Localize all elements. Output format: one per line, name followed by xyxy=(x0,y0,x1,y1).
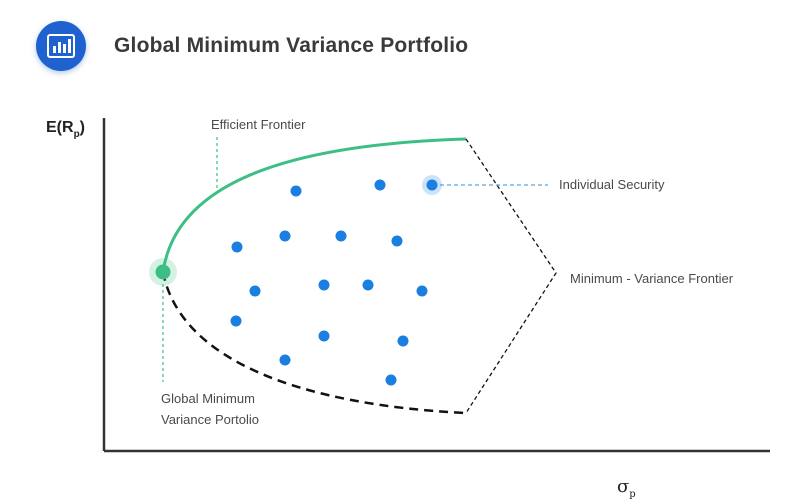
individual-security-label: Individual Security xyxy=(559,177,665,192)
gmv-point xyxy=(155,264,171,280)
efficient-frontier-curve xyxy=(161,137,467,273)
security-dot xyxy=(318,279,330,291)
security-dot xyxy=(385,374,397,386)
minimum-variance-frontier-label: Minimum - Variance Frontier xyxy=(570,271,734,286)
security-dot xyxy=(335,230,347,242)
header: Global Minimum Variance Portfolio xyxy=(36,18,468,74)
security-dot xyxy=(230,315,242,327)
x-axis-label-sub: p xyxy=(629,489,635,500)
x-axis-label: σp xyxy=(617,476,636,500)
gmv-label-line1: Global Minimum xyxy=(161,391,255,406)
bar-chart-icon xyxy=(47,34,75,58)
security-dot xyxy=(231,241,243,253)
security-dot xyxy=(374,179,386,191)
highlighted-security-dot xyxy=(426,179,438,191)
y-axis-label: E(Rp) xyxy=(46,119,85,140)
security-dot xyxy=(249,285,261,297)
gmv-label-line2: Variance Portolio xyxy=(161,412,259,427)
security-dot xyxy=(318,330,330,342)
security-dot xyxy=(397,335,409,347)
security-dot xyxy=(416,285,428,297)
minimum-variance-right-boundary xyxy=(465,138,557,414)
security-dot xyxy=(362,279,374,291)
security-dot xyxy=(279,354,291,366)
page-title: Global Minimum Variance Portfolio xyxy=(114,34,469,57)
y-axis-label-sub: p xyxy=(74,129,80,140)
minimum-variance-lower-curve xyxy=(161,271,467,415)
security-dot xyxy=(391,235,403,247)
security-dots xyxy=(230,179,428,386)
security-dot xyxy=(290,185,302,197)
logo xyxy=(36,21,86,71)
security-dot xyxy=(279,230,291,242)
efficient-frontier-label: Efficient Frontier xyxy=(211,117,306,132)
